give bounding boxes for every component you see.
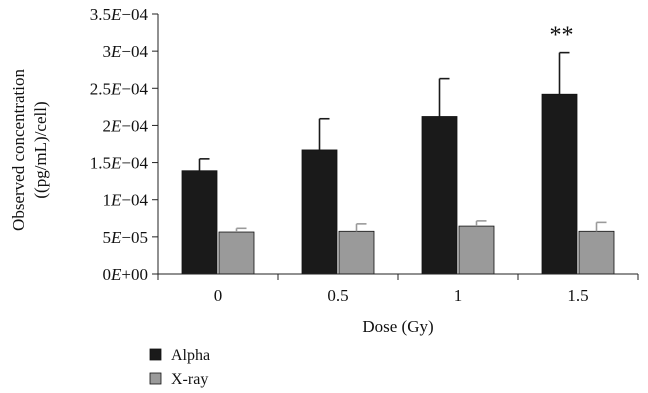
y-tick-label: 3.5E−04	[90, 5, 149, 24]
legend: Alpha X-ray	[149, 347, 210, 388]
y-axis: 0E+00 5E−05 1E−04 1.5E−04 2E−04 2.5E−04 3E−04 3…	[90, 5, 159, 284]
y-tick-label: 2E−04	[103, 116, 149, 135]
x-tick-label: 0	[214, 286, 223, 305]
y-axis-title-line2: ((pg/mL)/cell)	[31, 101, 50, 198]
x-tick-label: 1	[454, 286, 463, 305]
y-tick-label: 1E−04	[103, 191, 149, 210]
bar-alpha	[181, 170, 218, 275]
x-axis: 0 0.5 1 1.5	[157, 273, 639, 305]
bar-alpha	[421, 116, 458, 275]
y-tick-label: 5E−05	[103, 228, 148, 247]
legend-swatch-alpha	[149, 348, 162, 361]
legend-label-alpha: Alpha	[171, 347, 210, 364]
significance-annotation: **	[550, 23, 574, 49]
bar-x-ray	[338, 230, 375, 275]
y-tick-label: 3E−04	[103, 42, 149, 61]
y-tick-label: 0E+00	[103, 265, 148, 284]
y-axis-title-line1: Observed concentration	[9, 69, 28, 231]
x-axis-title: Dose (Gy)	[362, 317, 433, 336]
bar-alpha	[541, 93, 578, 275]
bar-alpha	[301, 149, 338, 275]
bar-x-ray	[458, 225, 495, 275]
legend-swatch-x-ray	[149, 372, 162, 385]
x-tick-label: 1.5	[567, 286, 588, 305]
y-tick-label: 1.5E−04	[90, 154, 149, 173]
y-axis-title: Observed concentration ((pg/mL)/cell)	[9, 69, 50, 231]
bar-x-ray	[218, 231, 255, 275]
x-tick-label: 0.5	[327, 286, 348, 305]
y-tick-label: 2.5E−04	[90, 79, 149, 98]
bar-x-ray	[578, 230, 615, 275]
legend-label-x-ray: X-ray	[171, 371, 208, 388]
plot-area: **	[181, 23, 615, 275]
